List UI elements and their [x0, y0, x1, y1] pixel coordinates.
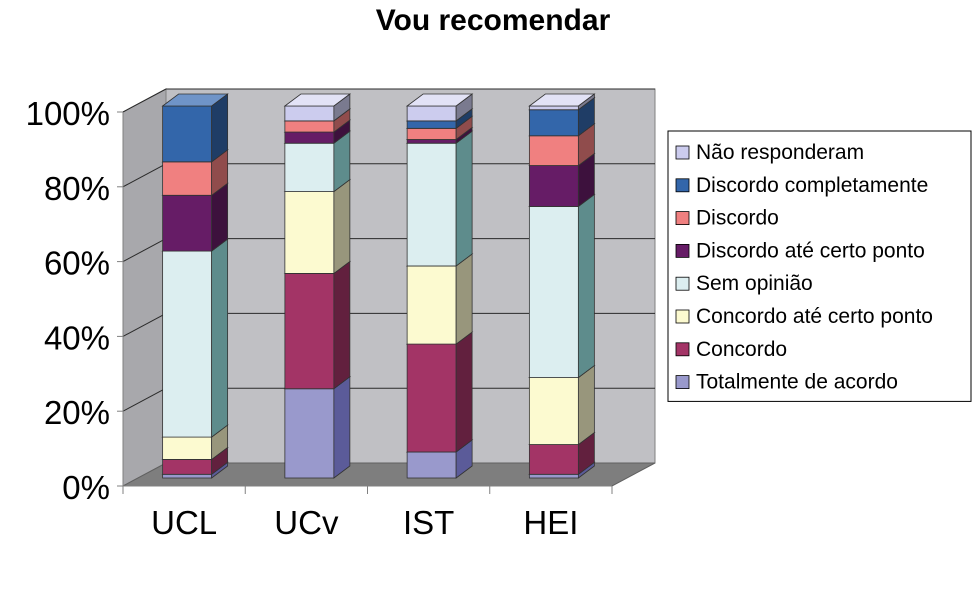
- legend-label: Discordo: [696, 207, 779, 230]
- legend-swatch: [675, 309, 690, 324]
- bar-segment: [528, 377, 579, 445]
- bar-segment-side: [455, 130, 473, 267]
- bar-segment-side: [577, 193, 595, 379]
- legend-label: Não responderam: [696, 141, 864, 164]
- bar-IST: [405, 93, 474, 479]
- legend-swatch: [675, 178, 690, 193]
- bar-segment: [406, 265, 457, 345]
- bar-segment: [162, 473, 213, 479]
- legend-label: Discordo completamente: [696, 174, 928, 197]
- bar-segment-top: [283, 93, 352, 107]
- bar-segment: [284, 105, 335, 122]
- bars: [161, 93, 596, 479]
- bar-segment-side: [333, 260, 351, 390]
- y-tick-label: 0%: [62, 469, 110, 506]
- legend-label: Concordo: [696, 338, 787, 361]
- legend-label: Concordo até certo ponto: [696, 305, 933, 328]
- bar-segment-side: [211, 238, 229, 438]
- bar-segment: [528, 105, 579, 111]
- axes: 0% 20% 40% 60% 80% 100% UCL UCv IST HEI: [26, 95, 613, 541]
- bar-segment: [284, 272, 335, 390]
- bar-segment: [406, 343, 457, 453]
- legend-swatch: [675, 342, 690, 357]
- bar-segment: [528, 473, 579, 479]
- bar-UCL: [161, 93, 229, 479]
- bar-segment: [528, 165, 579, 207]
- bar-segment: [162, 458, 213, 475]
- legend-swatch: [675, 145, 690, 160]
- bar-segment: [284, 131, 335, 144]
- bar-segment: [528, 206, 579, 378]
- gridline-side: [122, 312, 167, 337]
- bar-HEI: [528, 93, 596, 479]
- bar-segment-side: [333, 178, 351, 275]
- gridline-side: [122, 163, 167, 188]
- bar-segment: [406, 451, 457, 479]
- legend-label: Totalmente de acordo: [696, 371, 898, 394]
- bar-segment: [284, 120, 335, 133]
- x-tick-label: UCL: [151, 504, 217, 541]
- y-tick-label: 60%: [44, 245, 110, 282]
- y-tick-label: 40%: [44, 319, 110, 356]
- legend-swatch: [675, 276, 690, 291]
- bar-segment: [162, 105, 213, 163]
- gridline-side: [122, 387, 167, 412]
- bar-segment: [528, 109, 579, 137]
- bar-segment: [284, 142, 335, 192]
- bar-segment-top: [405, 93, 474, 107]
- legend-label: Sem opinião: [696, 272, 813, 295]
- bar-segment: [406, 105, 457, 122]
- x-tick-label: UCv: [274, 504, 339, 541]
- side-wall: [122, 88, 167, 487]
- bar-segment: [406, 139, 457, 144]
- bar-segment-side: [577, 364, 595, 446]
- bar-segment: [162, 436, 213, 460]
- legend-swatch: [675, 375, 690, 390]
- bar-segment: [284, 191, 335, 274]
- bar-segment: [162, 194, 213, 252]
- legend-swatch: [675, 211, 690, 226]
- bar-segment: [284, 388, 335, 479]
- legend-box: [667, 130, 972, 402]
- bar-segment-side: [455, 331, 473, 453]
- legend-swatch: [675, 243, 690, 258]
- legend-label: Discordo até certo ponto: [696, 239, 925, 262]
- y-tick-label: 20%: [44, 394, 110, 431]
- gridline-side: [122, 238, 167, 263]
- bar-segment: [162, 161, 213, 196]
- bar-segment: [406, 142, 457, 267]
- x-tick-label: HEI: [523, 504, 578, 541]
- x-tick-label: IST: [403, 504, 454, 541]
- bar-segment-top: [161, 93, 229, 107]
- bar-segment-top: [528, 93, 596, 107]
- bar-segment: [162, 250, 213, 438]
- chart-title: Vou recomendar: [376, 4, 611, 37]
- bar-segment: [406, 120, 457, 129]
- y-tick-label: 80%: [44, 170, 110, 207]
- bar-segment: [528, 444, 579, 475]
- bar-segment: [528, 135, 579, 166]
- y-tick-label: 100%: [26, 95, 110, 132]
- bar-segment-side: [455, 253, 473, 345]
- bar-segment-side: [333, 375, 351, 479]
- legend: Não responderam Discordo completamente Dis…: [667, 130, 972, 402]
- gridline-side: [122, 88, 167, 113]
- bar-segment: [406, 127, 457, 140]
- bar-UCv: [283, 93, 352, 479]
